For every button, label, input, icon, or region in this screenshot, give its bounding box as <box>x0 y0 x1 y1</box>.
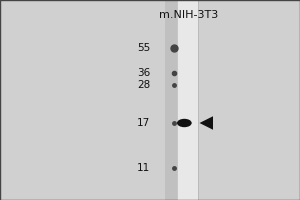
Bar <box>165 0 183 200</box>
Polygon shape <box>200 116 213 130</box>
Text: 17: 17 <box>137 118 150 128</box>
Bar <box>177 0 198 200</box>
Text: 28: 28 <box>137 80 150 90</box>
Ellipse shape <box>177 119 192 127</box>
Text: 55: 55 <box>137 43 150 53</box>
Text: 11: 11 <box>137 163 150 173</box>
Text: m.NIH-3T3: m.NIH-3T3 <box>159 10 219 20</box>
Text: 36: 36 <box>137 68 150 78</box>
